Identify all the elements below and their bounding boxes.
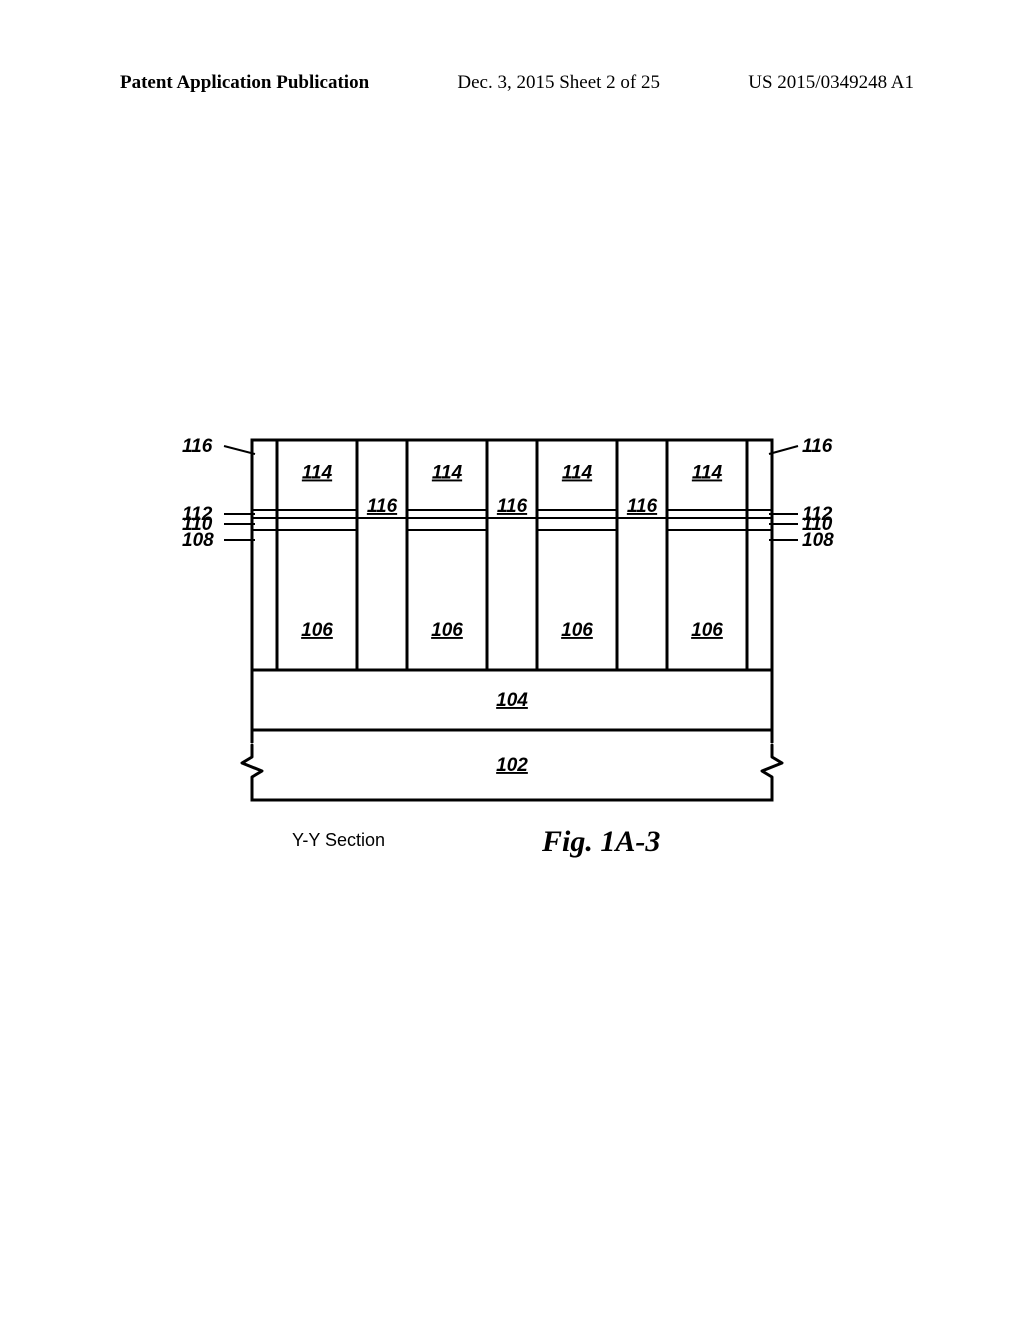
layer-label-106: 106	[301, 620, 333, 641]
section-label: Y-Y Section	[292, 830, 385, 851]
page-header: Patent Application Publication Dec. 3, 2…	[0, 72, 1024, 94]
header-left: Patent Application Publication	[120, 72, 369, 94]
layer-label-106: 106	[691, 620, 723, 641]
layer-label-116: 116	[367, 496, 398, 517]
layer-label-114: 114	[692, 463, 723, 484]
layer-label-106: 106	[561, 620, 593, 641]
right-labels: 116112110108	[769, 436, 834, 551]
svg-text:116: 116	[802, 436, 833, 457]
svg-text:108: 108	[182, 530, 214, 551]
layer-label-114: 114	[302, 463, 333, 484]
layer-label-104: 104	[496, 690, 528, 711]
figure-caption: Fig. 1A-3	[542, 825, 660, 859]
layer-label-114: 114	[432, 463, 463, 484]
layer-label-102: 102	[496, 755, 528, 776]
figure-area: 116112110108 116112110108 114 114 114 114 11…	[142, 400, 882, 920]
layer-label-114: 114	[562, 463, 593, 484]
layer-label-116: 116	[627, 496, 658, 517]
svg-text:116: 116	[182, 436, 213, 457]
figure-svg: 116112110108 116112110108 114 114 114 114 11…	[142, 400, 882, 920]
svg-text:108: 108	[802, 530, 834, 551]
page-root: Patent Application Publication Dec. 3, 2…	[0, 0, 1024, 1320]
left-labels: 116112110108	[182, 436, 255, 551]
layer-label-106: 106	[431, 620, 463, 641]
header-right: US 2015/0349248 A1	[748, 72, 914, 94]
header-center: Dec. 3, 2015 Sheet 2 of 25	[457, 72, 660, 94]
layer-label-116: 116	[497, 496, 528, 517]
